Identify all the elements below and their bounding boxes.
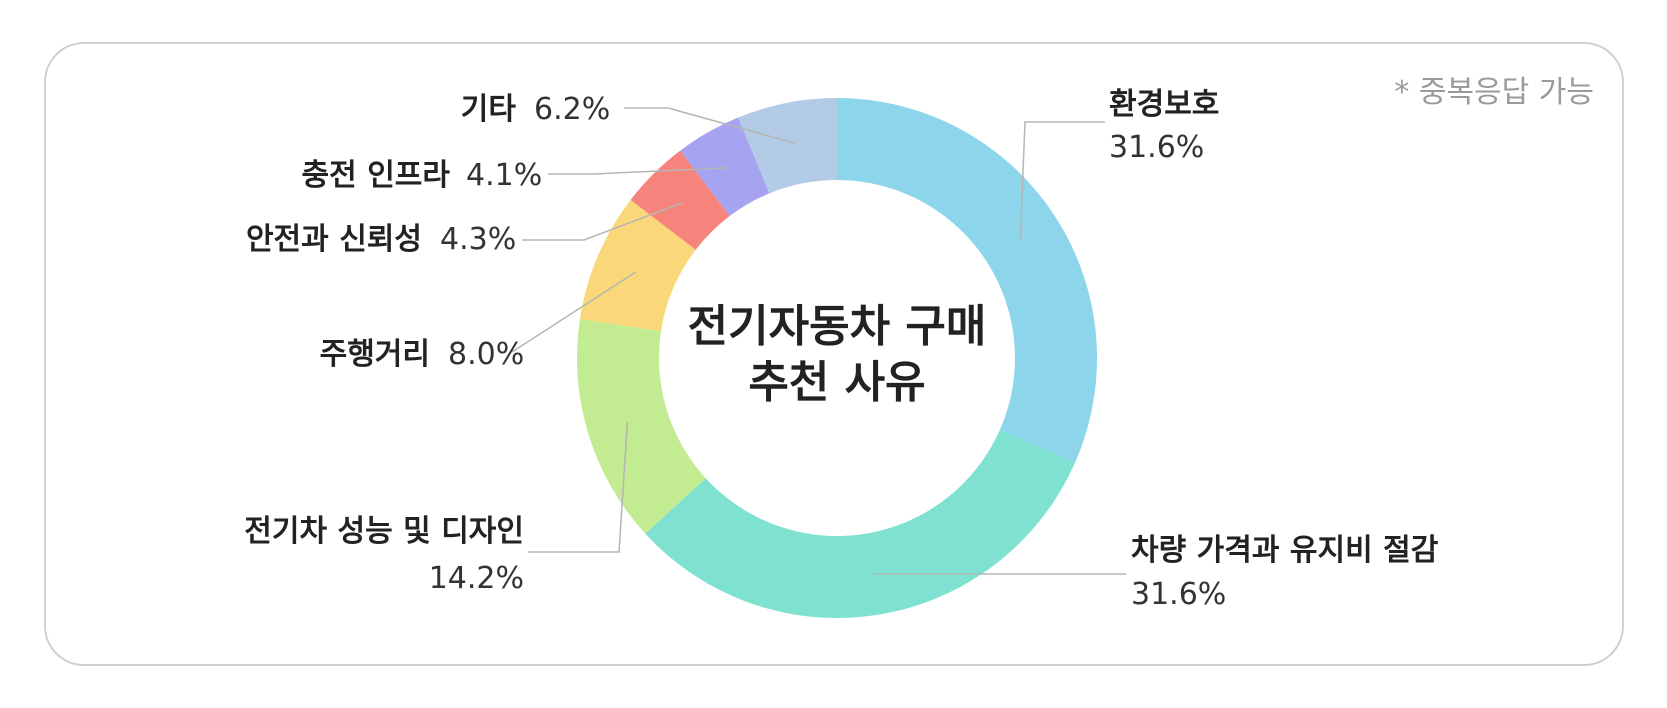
leader-line-environment <box>1019 121 1105 239</box>
slice-value-performance-design: 14.2% <box>429 561 524 596</box>
slice-label-driving-range: 주행거리 <box>320 337 430 372</box>
slice-other <box>738 98 837 194</box>
slice-label-environment: 환경보호 <box>1109 87 1219 122</box>
center-title-line-2: 추천 사유 <box>748 357 925 408</box>
slice-driving-range <box>579 199 696 332</box>
slice-label-performance-design: 전기차 성능 및 디자인 <box>244 514 524 549</box>
slice-label-other: 기타 <box>461 92 517 127</box>
slice-charging-infra <box>680 117 770 216</box>
donut-slices <box>577 98 1097 618</box>
slice-label-cost-saving: 차량 가격과 유지비 절감 <box>1131 533 1439 568</box>
leader-line-performance-design <box>528 421 629 553</box>
multiple-response-note: * 중복응답 가능 <box>1394 75 1594 110</box>
center-title-line-1: 전기자동차 구매 <box>688 301 987 352</box>
slice-label-safety-reliability: 안전과 신뢰성 <box>246 222 422 257</box>
slice-value-driving-range: 8.0% <box>448 337 524 372</box>
slice-value-safety-reliability: 4.3% <box>440 222 516 257</box>
slice-environment <box>837 98 1097 463</box>
slice-value-charging-infra: 4.1% <box>466 158 542 193</box>
slice-value-cost-saving: 31.6% <box>1131 577 1226 612</box>
slice-performance-design <box>577 318 706 534</box>
leader-line-safety-reliability <box>522 201 683 241</box>
leader-lines <box>511 107 1126 575</box>
slice-value-environment: 31.6% <box>1109 130 1204 165</box>
slice-value-other: 6.2% <box>534 92 610 127</box>
slice-label-charging-infra: 충전 인프라 <box>302 158 451 193</box>
leader-line-other <box>624 107 795 144</box>
slice-safety-reliability <box>630 150 730 250</box>
leader-line-driving-range <box>511 271 636 353</box>
leader-line-charging-infra <box>548 167 729 175</box>
slice-cost-saving <box>645 429 1075 618</box>
